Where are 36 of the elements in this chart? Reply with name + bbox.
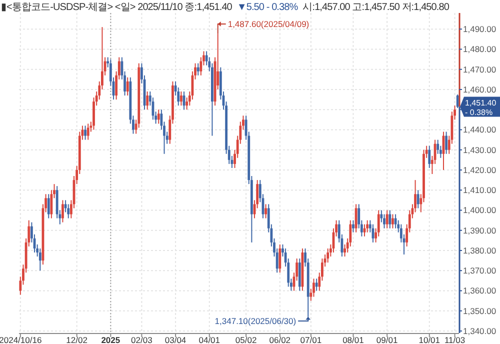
y-tick-label: 1,390.00 (463, 225, 496, 236)
note-high: 1,487.60(2025/04/09) (217, 19, 310, 34)
y-tick-label: 1,350.00 (463, 306, 496, 316)
y-tick-label: 1,340.00 (463, 326, 496, 336)
annotation: 1,487.60(2025/04/09) (228, 19, 310, 29)
y-tick-label: 1,440.00 (463, 124, 496, 135)
x-tick-label: 02/03 (131, 335, 153, 344)
annotation: ▼5.50 - 0.38% (236, 2, 298, 13)
x-tick-label: 09/01 (376, 335, 398, 344)
y-tick-label: 1,480.00 (463, 44, 496, 54)
note-low: 1,347.10(2025/06/30) (214, 316, 311, 326)
annotation: 1,347.10(2025/06/30) (214, 316, 296, 326)
y-tick-label: 1,360.00 (463, 286, 496, 296)
x-tick-label: 08/01 (342, 335, 364, 344)
x-tick-label: 06/02 (269, 335, 291, 344)
x-tick-label: 2024/10/16 (0, 335, 42, 344)
x-tick-label: 07/01 (300, 335, 322, 344)
x-tick-label: 04/01 (198, 335, 220, 344)
x-tick-label: 05/02 (235, 335, 257, 344)
y-tick-label: 1,490.00 (463, 24, 496, 34)
y-tick-label: 1,370.00 (463, 266, 496, 276)
x-tick-label: 03/04 (164, 335, 186, 344)
y-tick-label: 1,430.00 (463, 144, 496, 155)
x-tick-label: 10/01 (418, 335, 440, 344)
y-tick-label: 1,470.00 (463, 64, 496, 74)
chart-title: ▮<통합코드-USDSP-체결> <일> 2025/11/10 종:1,451.40 (1, 2, 233, 13)
y-tick-label: 1,380.00 (463, 245, 496, 256)
y-tick-label: 1,420.00 (463, 164, 496, 175)
x-tick-label: 12/02 (66, 335, 88, 344)
annotation: 시:1,457.00 고:1,457.50 저:1,450.80 (302, 2, 450, 13)
y-tick-label: 1,400.00 (463, 205, 496, 216)
x-tick-label: 2025 (101, 335, 120, 344)
y-tick-label: 1,460.00 (463, 84, 496, 94)
y-tick-label: 1,410.00 (463, 185, 496, 196)
price-tag: 1,451.40 - 0.38% (460, 96, 500, 117)
x-tick-label: 11/03 (444, 335, 466, 344)
